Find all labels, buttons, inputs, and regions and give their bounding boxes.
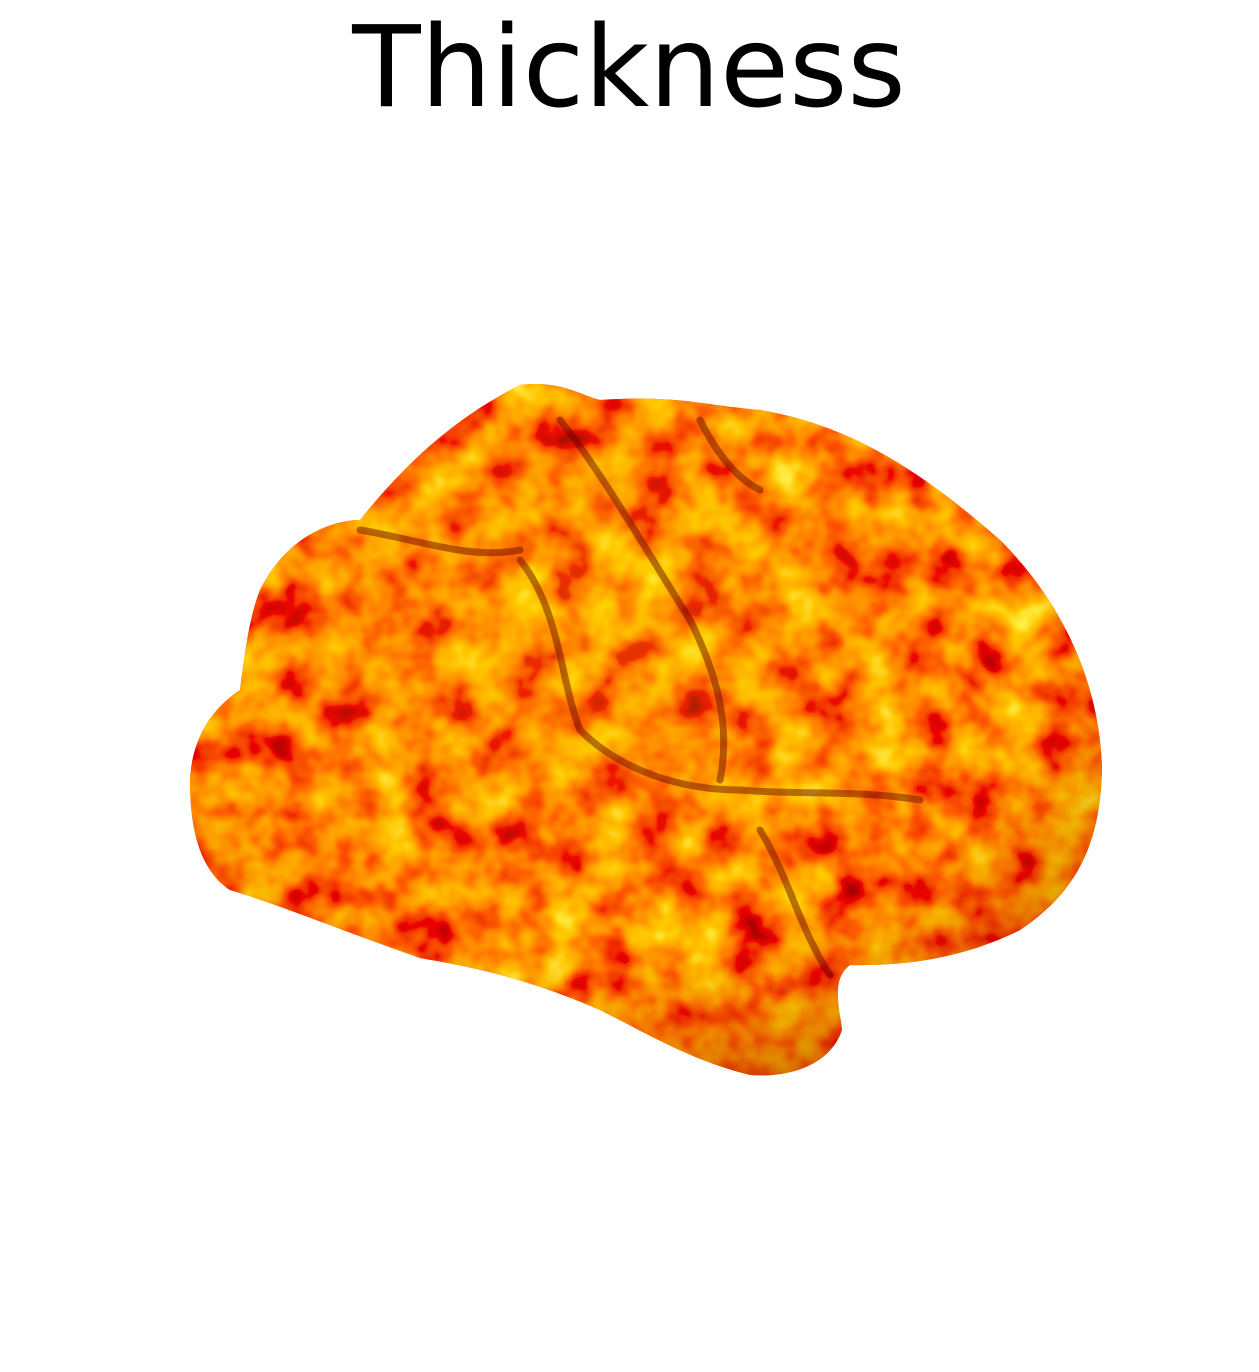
- parietal-sulcus: [696, 416, 764, 494]
- brain-shading: [190, 383, 1102, 1076]
- title: Thickness: [351, 3, 906, 133]
- central-sulcus: [556, 416, 728, 784]
- sulci: [356, 416, 924, 979]
- sylvian-fissure: [516, 556, 924, 804]
- temporal-notch: [756, 826, 834, 979]
- brain-surface: [190, 383, 1102, 1076]
- frontal-sulcus: [356, 526, 524, 557]
